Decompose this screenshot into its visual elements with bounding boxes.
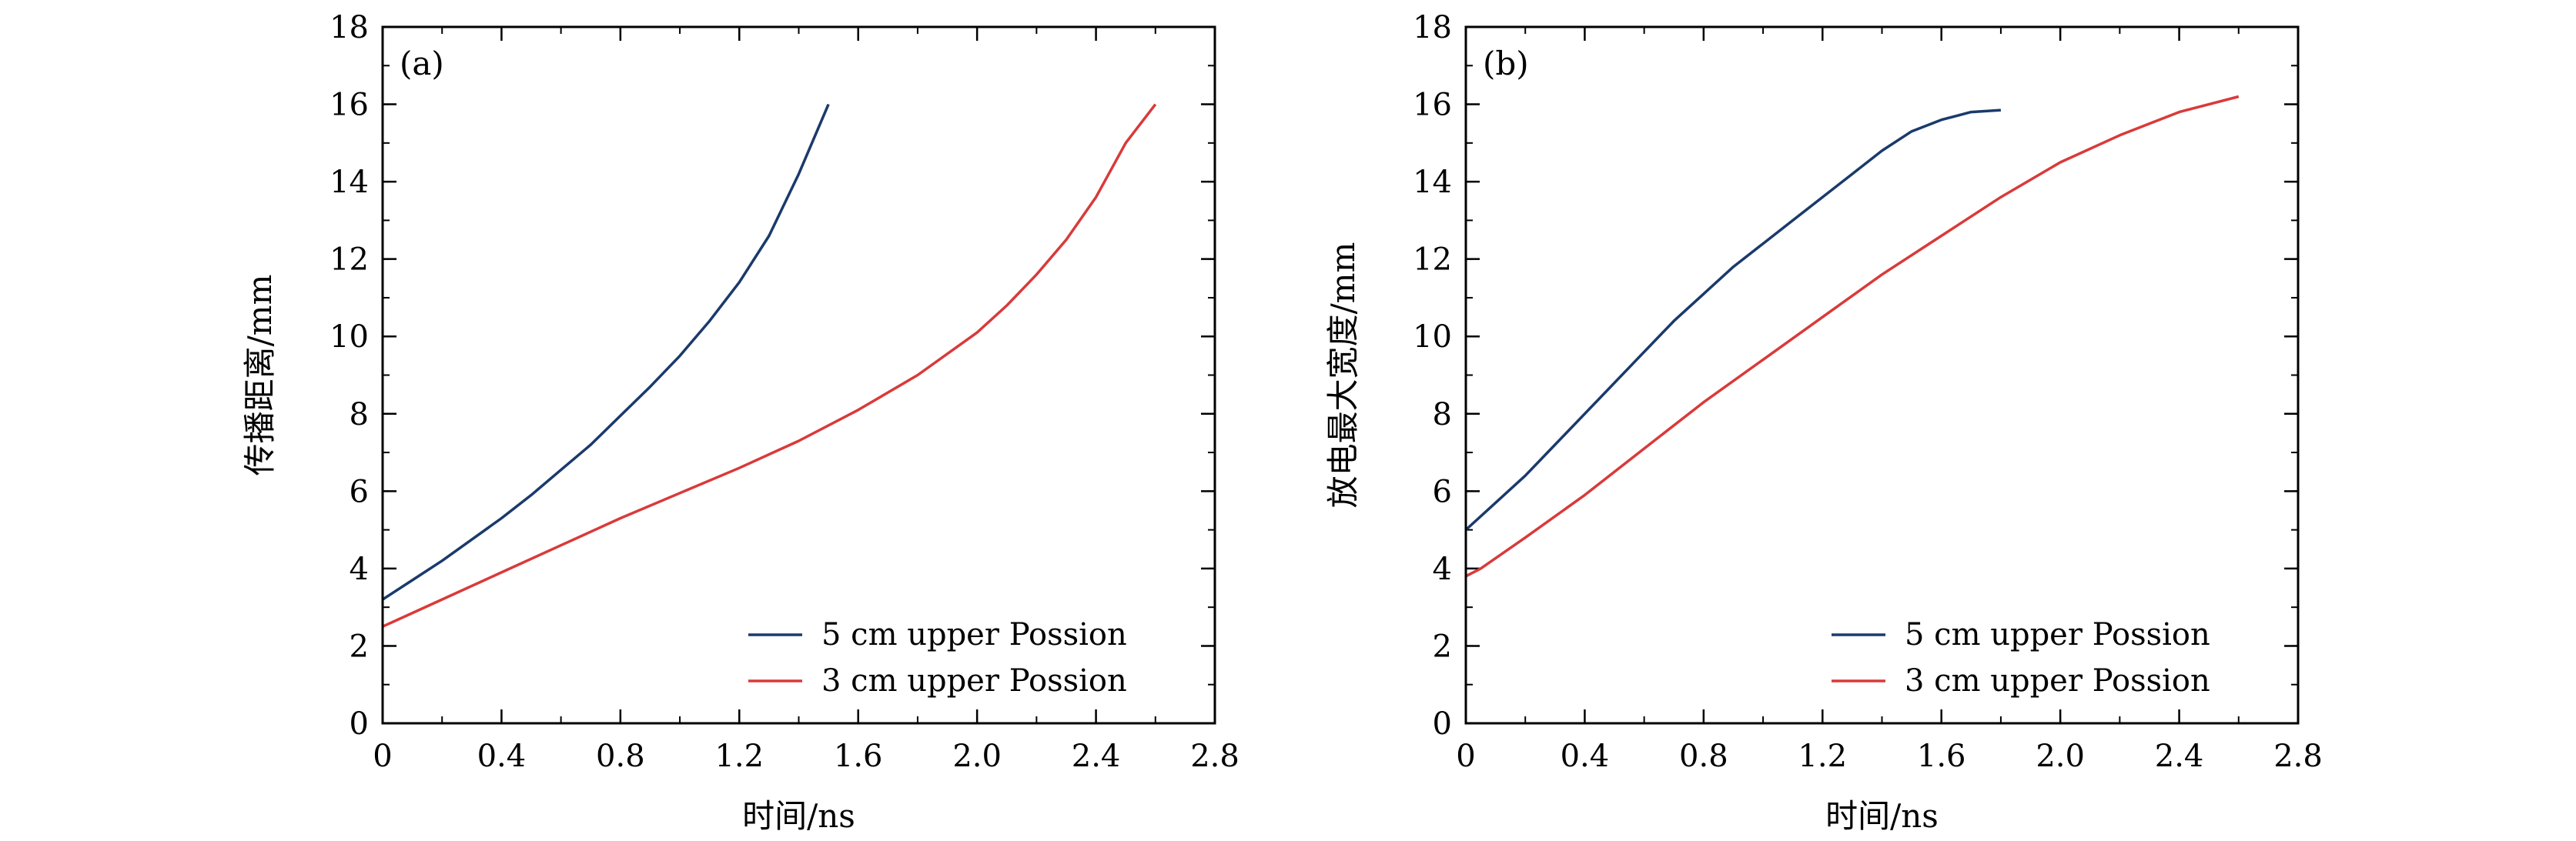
panel-label: (a): [400, 45, 444, 82]
plot-frame: [381, 25, 1216, 725]
x-tick-label: 2.8: [2273, 739, 2323, 774]
x-tick-label: 1.6: [1917, 739, 1966, 774]
legend-label: 5 cm upper Possion: [821, 617, 1127, 652]
panel-label: (b): [1483, 45, 1529, 82]
x-tick-label: 0: [1456, 739, 1475, 774]
y-tick-label: 18: [1413, 10, 1452, 45]
x-tick-label: 1.2: [1798, 739, 1847, 774]
chart-panel-a: 0 0.4 0.8 1.2 1.6 2.0 2.4 2.8 0 2 4 6 8 10 12 14 16 18 (a)…: [241, 10, 1239, 835]
chart-panel-b: 0 0.4 0.8 1.2 1.6 2.0 2.4 2.8 0 2 4 6 8 10 12 14 16 18 (b)…: [1324, 10, 2323, 835]
series-line-3cm: [382, 103, 1157, 628]
legend-label: 3 cm upper Possion: [1905, 663, 2210, 699]
y-tick-label: 16: [330, 88, 369, 123]
y-tick-label: 4: [1433, 552, 1452, 587]
y-tick-label: 8: [350, 397, 369, 432]
x-tick-label: 1.2: [714, 739, 764, 774]
y-tick-label: 12: [1413, 242, 1452, 278]
legend-label: 5 cm upper Possion: [1905, 617, 2210, 652]
y-tick-label: 10: [1413, 319, 1452, 355]
y-tick-label: 6: [350, 474, 369, 509]
y-tick-label: 14: [330, 165, 369, 200]
series-line-5cm: [382, 103, 830, 601]
y-tick-label: 2: [350, 629, 369, 664]
series-line-3cm: [1465, 95, 2240, 578]
x-tick-label: 0.8: [1679, 739, 1728, 774]
x-tick-label: 0.4: [1561, 739, 1610, 774]
x-tick-label: 0.8: [596, 739, 645, 774]
y-tick-label: 10: [330, 319, 369, 355]
y-tick-label: 8: [1433, 397, 1452, 432]
x-tick-label: 2.4: [2155, 739, 2204, 774]
legend-label: 3 cm upper Possion: [821, 663, 1127, 699]
y-tick-label: 16: [1413, 88, 1452, 123]
x-axis-title: 时间/ns: [742, 797, 855, 835]
x-tick-label: 2.0: [952, 739, 1002, 774]
series-line-5cm: [1464, 108, 2002, 531]
y-tick-label: 4: [350, 552, 369, 587]
y-axis-title: 放电最大宽度/mm: [1324, 242, 1362, 509]
x-tick-label: 1.6: [834, 739, 883, 774]
y-tick-label: 14: [1413, 165, 1452, 200]
y-tick-label: 12: [330, 242, 369, 278]
x-tick-label: 2.8: [1190, 739, 1239, 774]
x-tick-label: 0: [373, 739, 392, 774]
y-tick-label: 0: [1433, 706, 1452, 742]
y-tick-label: 6: [1433, 474, 1452, 509]
y-tick-label: 18: [330, 10, 369, 45]
y-tick-label: 0: [350, 706, 369, 742]
x-tick-label: 2.4: [1072, 739, 1121, 774]
x-axis-title: 时间/ns: [1825, 797, 1939, 835]
y-axis-title: 传播距离/mm: [241, 275, 279, 476]
plot-frame: [1464, 25, 2300, 725]
x-tick-label: 0.4: [477, 739, 527, 774]
x-tick-label: 2.0: [2036, 739, 2085, 774]
y-tick-label: 2: [1433, 629, 1452, 664]
